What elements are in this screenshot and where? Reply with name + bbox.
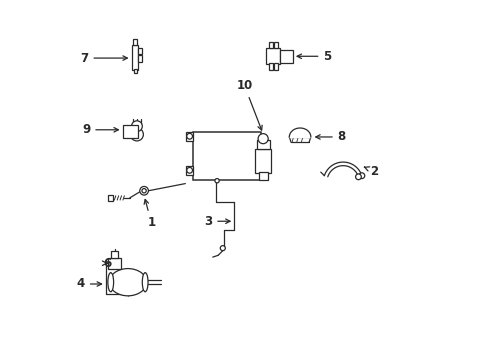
Text: 1: 1 [144,199,155,229]
Bar [192,132,260,180]
Circle shape [355,174,361,180]
Bar [185,132,193,140]
Bar [258,172,267,180]
Circle shape [131,121,142,132]
Bar [273,42,278,48]
Bar [108,258,121,269]
Text: 3: 3 [203,215,230,228]
Bar [133,40,137,45]
Circle shape [140,186,148,195]
Circle shape [142,189,146,193]
Bar [255,149,271,173]
Bar [111,251,118,258]
Circle shape [220,246,225,251]
Text: 6: 6 [102,257,112,270]
Circle shape [186,167,192,173]
Bar [257,140,269,149]
Bar [122,125,137,138]
Text: 2: 2 [364,165,377,177]
Text: 7: 7 [80,51,127,64]
Bar [268,63,273,70]
Bar [108,195,112,201]
Bar [132,45,138,70]
Text: 9: 9 [82,123,118,136]
Circle shape [358,173,364,179]
Circle shape [214,179,219,183]
Bar [265,48,280,64]
Bar [138,55,142,62]
Ellipse shape [108,273,113,292]
Bar [268,42,273,48]
Ellipse shape [142,273,148,292]
Circle shape [130,128,143,141]
Bar [138,48,142,54]
Bar [280,50,292,63]
Text: 4: 4 [77,278,102,291]
Circle shape [186,134,192,139]
Bar [185,166,193,175]
Bar [273,63,278,70]
Text: 8: 8 [315,130,346,144]
Ellipse shape [109,269,146,296]
Text: 10: 10 [236,79,262,130]
Text: 5: 5 [297,50,331,63]
Bar [133,69,136,73]
Circle shape [258,134,267,144]
